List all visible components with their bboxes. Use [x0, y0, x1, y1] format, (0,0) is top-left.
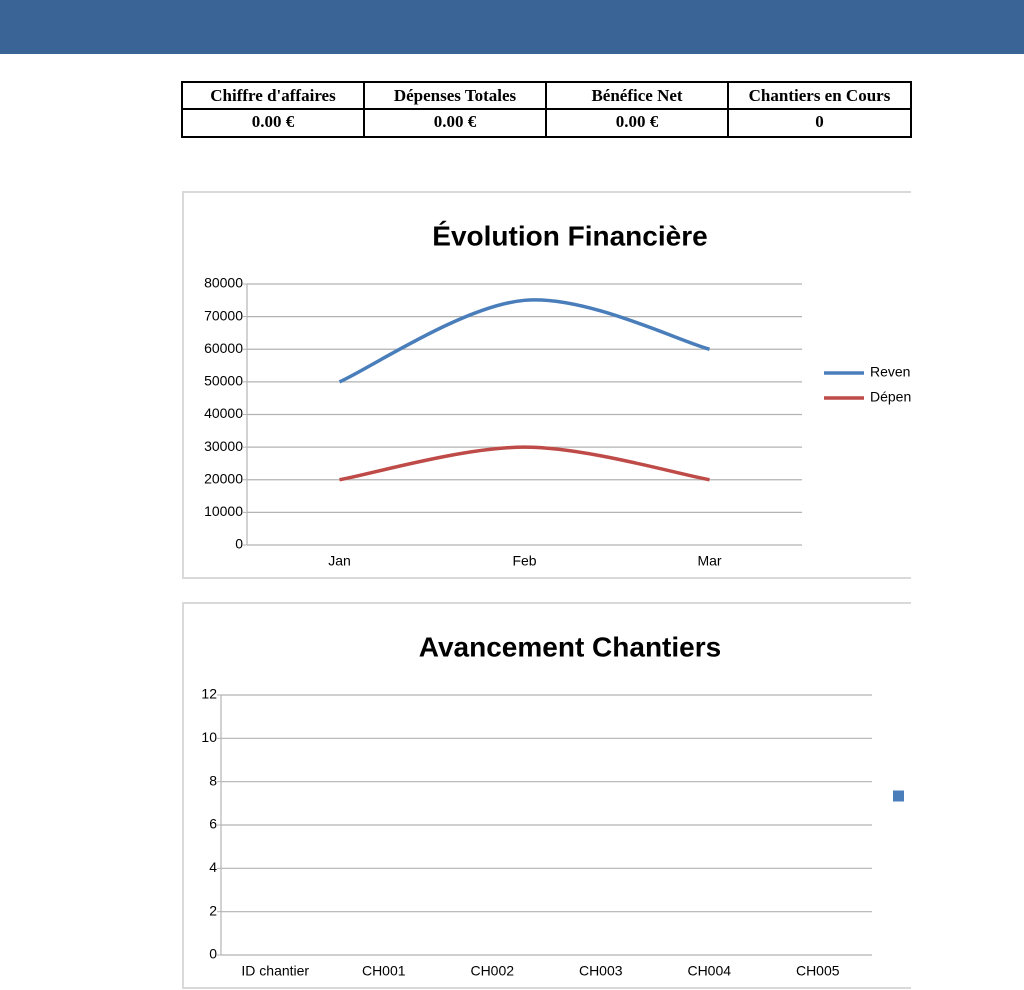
table-header: Chantiers en Cours [749, 86, 891, 105]
y-tick-label: 8 [209, 772, 217, 788]
table-header: Bénéfice Net [591, 86, 682, 105]
y-tick-label: 50000 [204, 373, 243, 389]
table-cell: 0 [815, 112, 824, 131]
x-tick-label: Jan [328, 553, 351, 569]
table-header: Dépenses Totales [394, 86, 517, 105]
x-tick-label: Mar [697, 553, 721, 569]
chart-title: Avancement Chantiers [419, 631, 721, 662]
x-tick-label: CH001 [362, 963, 406, 979]
y-tick-label: 30000 [204, 438, 243, 454]
chart-frame [182, 191, 911, 579]
x-tick-label: CH004 [687, 963, 731, 979]
legend-label: Dépenses [870, 389, 933, 405]
y-tick-label: 40000 [204, 405, 243, 421]
y-tick-label: 10000 [204, 503, 243, 519]
y-tick-label: 4 [209, 859, 217, 875]
y-tick-label: 80000 [204, 275, 243, 291]
y-tick-label: 2 [209, 902, 217, 918]
y-tick-label: 12 [201, 686, 217, 702]
charts: Évolution Financière 0 10000 20000 30000 4000… [182, 191, 933, 989]
line-series [338, 298, 710, 384]
table-cell: 0.00 € [616, 112, 659, 131]
chart: Évolution Financière 0 10000 20000 30000 4000… [182, 191, 933, 579]
x-tick-label: CH003 [579, 963, 623, 979]
table-cell: 0.00 € [252, 112, 295, 131]
header-bar [0, 0, 1024, 54]
y-tick-label: 6 [209, 816, 217, 832]
summary-table: Chiffre d'affaires 0.00 € Dépenses Totales… [181, 81, 912, 138]
y-tick-label: 0 [209, 946, 217, 962]
chart-frame [182, 602, 911, 989]
chart-title: Évolution Financière [432, 220, 707, 251]
legend-swatch [893, 790, 904, 802]
legend-label: Revenus [870, 364, 925, 380]
y-tick-label: 60000 [204, 340, 243, 356]
x-tick-label: ID chantier [241, 963, 309, 979]
x-tick-label: Feb [512, 553, 536, 569]
y-tick-label: 20000 [204, 470, 243, 486]
y-tick-label: 70000 [204, 307, 243, 323]
table-cell: 0.00 € [434, 112, 477, 131]
y-tick-label: 0 [235, 536, 243, 552]
table-header: Chiffre d'affaires [210, 86, 336, 105]
chart: Avancement Chantiers 0 2 4 6 8 10 12 ID chantier… [182, 602, 911, 989]
line-series [339, 445, 710, 482]
x-tick-label: CH002 [470, 963, 514, 979]
y-tick-label: 10 [201, 729, 217, 745]
x-tick-label: CH005 [796, 963, 840, 979]
